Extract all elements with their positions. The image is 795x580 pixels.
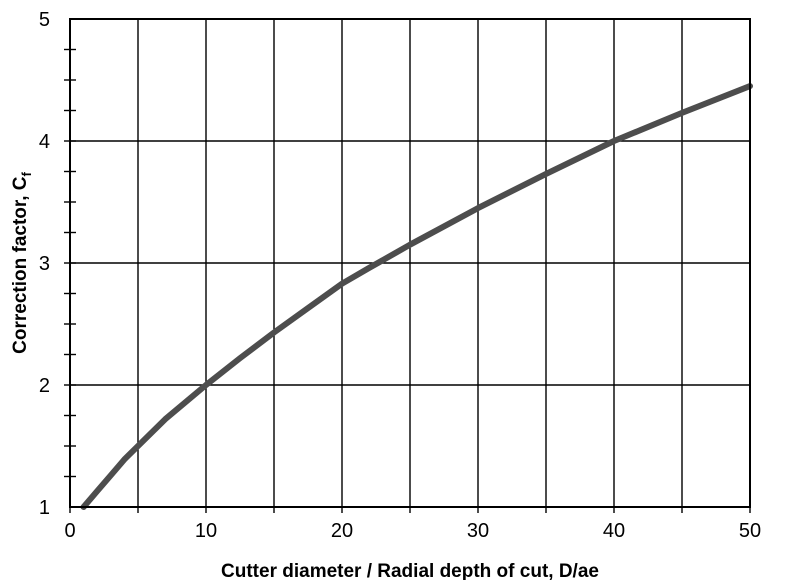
grid	[70, 19, 750, 507]
x-tick-labels: 0 10 20 30 40 50	[64, 520, 761, 542]
y-tick-labels: 1 2 3 4 5	[39, 9, 50, 519]
y-tick-label: 5	[39, 9, 50, 31]
y-axis-title-main: Correction factor, C	[10, 176, 31, 354]
minor-ticks	[64, 48, 751, 513]
series-layer	[80, 83, 753, 510]
x-axis-title: Cutter diameter / Radial depth of cut, D…	[221, 561, 599, 580]
x-tick-label: 20	[331, 520, 353, 542]
x-tick-label: 30	[467, 520, 489, 542]
y-tick-label: 1	[39, 497, 50, 519]
x-tick-label: 0	[64, 520, 75, 542]
y-axis-title: Correction factor, Cf	[10, 171, 34, 353]
x-tick-label: 50	[739, 520, 761, 542]
plot-area-frame	[69, 18, 751, 508]
y-tick-label: 3	[39, 253, 50, 275]
x-tick-label: 40	[603, 520, 625, 542]
y-tick-label: 2	[39, 375, 50, 397]
series-line	[80, 83, 753, 510]
y-axis-title-subscript: f	[19, 171, 34, 176]
x-tick-label: 10	[195, 520, 217, 542]
y-tick-label: 4	[39, 131, 50, 153]
